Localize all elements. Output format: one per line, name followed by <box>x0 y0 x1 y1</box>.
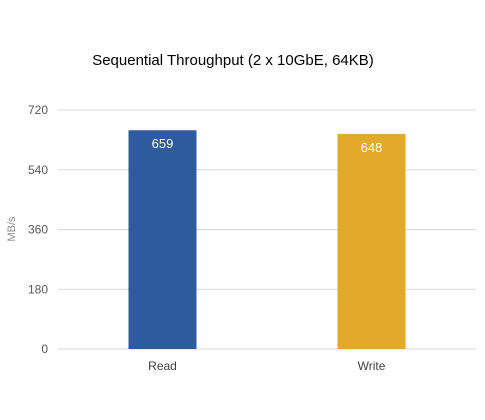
x-category-label: Read <box>148 359 177 373</box>
y-tick-label: 720 <box>28 103 48 117</box>
bar-read <box>128 130 197 349</box>
y-tick-label: 0 <box>41 342 48 356</box>
x-category-label: Write <box>358 359 386 373</box>
data-labels: 659 648 <box>152 136 383 155</box>
bar-write <box>337 133 406 349</box>
y-tick-label: 360 <box>28 223 48 237</box>
y-axis-label: MB/s <box>6 216 18 242</box>
data-label-write: 648 <box>361 140 383 155</box>
y-axis-ticks: 0 180 360 540 720 <box>28 103 48 356</box>
data-label-read: 659 <box>152 136 174 151</box>
y-tick-label: 180 <box>28 282 48 296</box>
chart-title: Sequential Throughput (2 x 10GbE, 64KB) <box>92 52 374 69</box>
gridlines <box>58 109 476 350</box>
x-axis-categories: Read Write <box>148 359 386 373</box>
bars <box>128 130 406 349</box>
y-tick-label: 540 <box>28 163 48 177</box>
